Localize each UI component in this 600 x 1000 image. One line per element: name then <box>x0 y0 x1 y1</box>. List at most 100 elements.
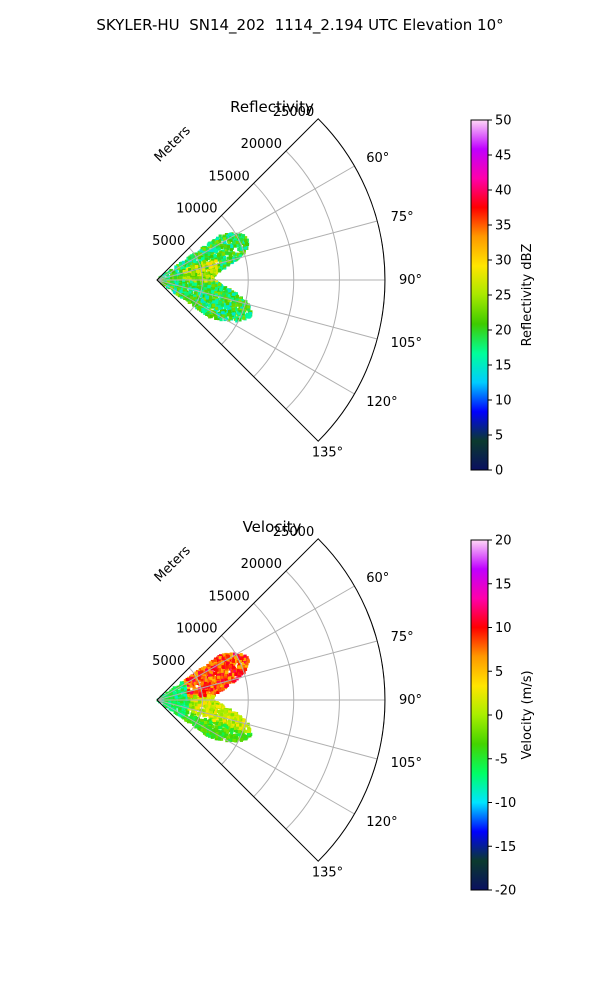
data-cell <box>182 683 186 687</box>
data-cell <box>241 661 246 666</box>
data-cell <box>235 717 240 721</box>
data-cell <box>210 309 214 313</box>
data-cell <box>240 238 244 242</box>
data-cell <box>201 264 206 269</box>
data-cell <box>214 734 219 739</box>
data-cell <box>208 714 212 718</box>
colorbar-bar <box>470 539 489 891</box>
data-cell <box>245 662 249 666</box>
data-cell <box>191 272 196 277</box>
data-cell <box>221 314 225 318</box>
data-cell <box>231 307 236 312</box>
data-cell <box>175 711 179 715</box>
data-cell <box>202 290 206 294</box>
data-cell <box>226 721 230 725</box>
data-cell <box>229 247 233 251</box>
angle-tick-label: 105° <box>391 756 422 771</box>
data-cell <box>234 739 238 743</box>
data-cell <box>229 232 233 236</box>
data-cell <box>169 268 173 273</box>
data-cell <box>214 283 218 288</box>
data-cell <box>210 725 214 729</box>
azimuth-gridline <box>156 279 355 395</box>
data-cell <box>231 722 235 726</box>
data-cell <box>210 275 214 279</box>
data-cell <box>233 669 237 673</box>
data-cell <box>194 279 198 283</box>
data-cell <box>205 682 209 686</box>
data-cell <box>191 277 195 281</box>
data-cell <box>205 271 209 275</box>
data-cell <box>243 667 248 671</box>
data-cell <box>209 671 213 675</box>
data-cell <box>225 726 229 730</box>
data-cell <box>200 678 204 682</box>
data-cell <box>214 311 219 316</box>
data-cell <box>167 270 171 274</box>
azimuth-gridline <box>156 220 378 281</box>
data-cell <box>176 274 180 278</box>
data-cell <box>210 258 214 262</box>
data-cell <box>169 693 173 697</box>
data-cell <box>190 280 194 284</box>
data-cell <box>211 284 215 288</box>
data-cell <box>184 718 188 722</box>
data-cell <box>206 256 210 261</box>
data-cell <box>208 701 212 706</box>
data-cell <box>247 726 251 730</box>
data-cell <box>207 687 211 691</box>
data-cell <box>175 279 179 283</box>
data-cell <box>188 682 192 686</box>
data-cell <box>197 697 201 701</box>
data-cell <box>199 306 203 310</box>
data-cell <box>200 708 204 712</box>
data-cell <box>221 677 225 681</box>
data-cell <box>173 272 177 276</box>
data-cell <box>242 665 246 669</box>
data-cell <box>183 293 187 297</box>
data-cell <box>202 675 206 679</box>
data-cell <box>224 299 228 303</box>
data-cell <box>177 703 181 707</box>
data-cell <box>226 288 230 292</box>
data-cell <box>245 656 249 660</box>
angle-tick-label: 135° <box>312 866 343 881</box>
data-cell <box>210 699 214 703</box>
data-cell <box>205 275 209 279</box>
data-cell <box>224 732 229 736</box>
data-cell <box>186 720 191 724</box>
data-cell <box>210 673 214 677</box>
data-cell <box>173 268 177 272</box>
data-cell <box>174 695 178 699</box>
data-cell <box>179 289 183 293</box>
data-cell <box>209 731 213 735</box>
data-cell <box>208 678 212 682</box>
radial-axis-label: Meters <box>152 123 194 165</box>
data-cell <box>176 264 180 268</box>
data-cell <box>196 720 200 724</box>
data-cell <box>237 730 241 734</box>
data-cell <box>222 668 226 672</box>
data-cell <box>215 286 219 290</box>
data-cell <box>185 279 189 283</box>
data-cell <box>192 722 196 726</box>
data-cell <box>191 266 195 270</box>
data-cell <box>217 722 222 726</box>
data-cell <box>238 246 242 250</box>
data-cell <box>223 306 227 310</box>
data-cell <box>211 714 215 718</box>
data-cell <box>207 685 211 689</box>
data-cell <box>208 271 212 275</box>
data-cell <box>239 716 243 720</box>
data-cell <box>178 691 182 695</box>
data-cell <box>230 244 234 249</box>
data-cell <box>210 664 215 669</box>
data-cell <box>226 680 230 684</box>
data-cell <box>194 277 198 281</box>
data-cell <box>206 723 210 727</box>
data-cell <box>239 670 243 674</box>
data-cell <box>208 718 212 722</box>
data-cell <box>234 736 238 740</box>
data-cell <box>213 721 217 725</box>
data-cell <box>226 263 230 267</box>
